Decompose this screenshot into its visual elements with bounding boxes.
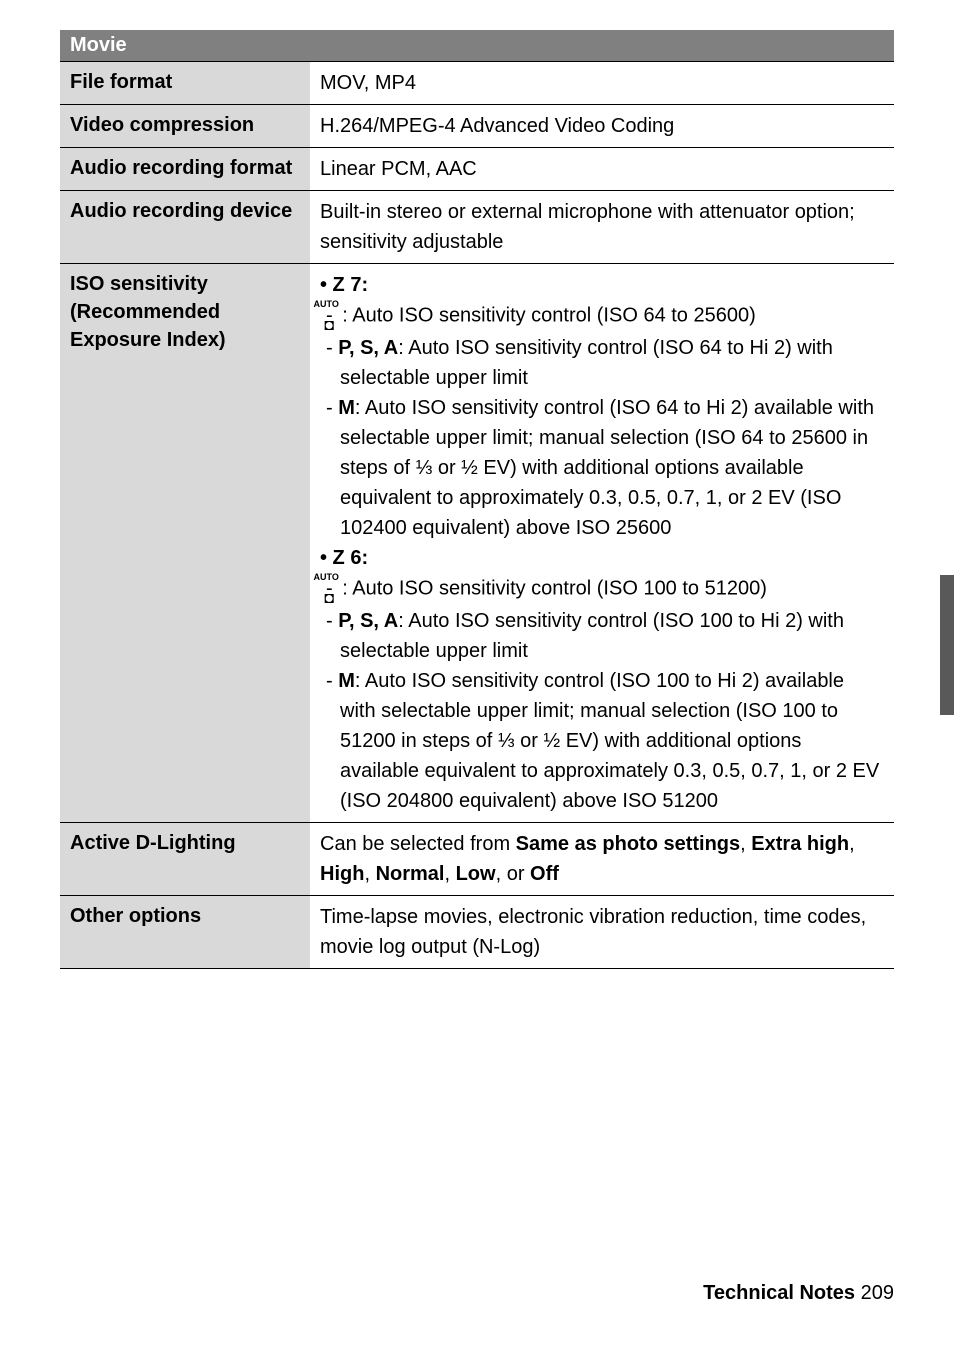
z6-auto-text: : Auto ISO sensitivity control (ISO 100 … [342, 577, 767, 599]
value-video-compression: H.264/MPEG-4 Advanced Video Coding [310, 105, 894, 148]
z6-auto-item: - AUTO◘: Auto ISO sensitivity control (I… [326, 573, 884, 606]
value-iso-sensitivity: • Z 7: - AUTO◘: Auto ISO sensitivity con… [310, 264, 894, 823]
footer-label: Technical Notes [703, 1282, 855, 1304]
label-audio-recording-device: Audio recording device [60, 191, 310, 264]
page-footer: Technical Notes 209 [703, 1282, 894, 1305]
auto-icon: AUTO [324, 300, 342, 309]
label-video-compression: Video compression [60, 105, 310, 148]
adl-sep1: , [740, 833, 751, 855]
adl-sep3: , [364, 863, 375, 885]
z7-psa-text: : Auto ISO sensitivity control (ISO 64 t… [340, 337, 833, 389]
adl-b6: Off [530, 863, 559, 885]
z6-m-text: : Auto ISO sensitivity control (ISO 100 … [340, 670, 879, 812]
z6-psa-prefix: P, S, A [338, 610, 398, 632]
adl-b3: High [320, 863, 364, 885]
auto-icon-2: AUTO [324, 573, 342, 582]
adl-sep5: , or [496, 863, 530, 885]
value-active-d-lighting: Can be selected from Same as photo setti… [310, 822, 894, 895]
adl-sep4: , [444, 863, 455, 885]
adl-prefix: Can be selected from [320, 833, 516, 855]
value-audio-recording-format: Linear PCM, AAC [310, 148, 894, 191]
z7-auto-item: - AUTO◘: Auto ISO sensitivity control (I… [326, 300, 884, 333]
z6-m-prefix: M [338, 670, 355, 692]
value-file-format: MOV, MP4 [310, 62, 894, 105]
z6-psa-text: : Auto ISO sensitivity control (ISO 100 … [340, 610, 844, 662]
side-tab [940, 575, 954, 715]
footer-page: 209 [861, 1282, 894, 1304]
z7-m-prefix: M [338, 397, 355, 419]
z7-m-item: - M: Auto ISO sensitivity control (ISO 6… [326, 393, 884, 543]
z7-m-text: : Auto ISO sensitivity control (ISO 64 t… [340, 397, 874, 539]
z7-psa-item: - P, S, A: Auto ISO sensitivity control … [326, 333, 884, 393]
value-audio-recording-device: Built-in stereo or external microphone w… [310, 191, 894, 264]
adl-b1: Same as photo settings [516, 833, 741, 855]
z7-header: • Z 7: [320, 270, 884, 300]
adl-b5: Low [456, 863, 496, 885]
value-other-options: Time-lapse movies, electronic vibration … [310, 895, 894, 968]
label-active-d-lighting: Active D-Lighting [60, 822, 310, 895]
z6-psa-item: - P, S, A: Auto ISO sensitivity control … [326, 606, 884, 666]
z7-psa-prefix: P, S, A [338, 337, 398, 359]
adl-b2: Extra high [751, 833, 849, 855]
label-other-options: Other options [60, 895, 310, 968]
adl-sep2: , [849, 833, 855, 855]
spec-table: Movie File format MOV, MP4 Video compres… [60, 30, 894, 969]
label-iso-sensitivity: ISO sensitivity (Recommended Exposure In… [60, 264, 310, 823]
label-file-format: File format [60, 62, 310, 105]
adl-b4: Normal [376, 863, 445, 885]
section-header-movie: Movie [60, 30, 894, 62]
z7-auto-text: : Auto ISO sensitivity control (ISO 64 t… [342, 305, 756, 327]
z6-header: • Z 6: [320, 543, 884, 573]
z6-m-item: - M: Auto ISO sensitivity control (ISO 1… [326, 666, 884, 816]
label-audio-recording-format: Audio recording format [60, 148, 310, 191]
